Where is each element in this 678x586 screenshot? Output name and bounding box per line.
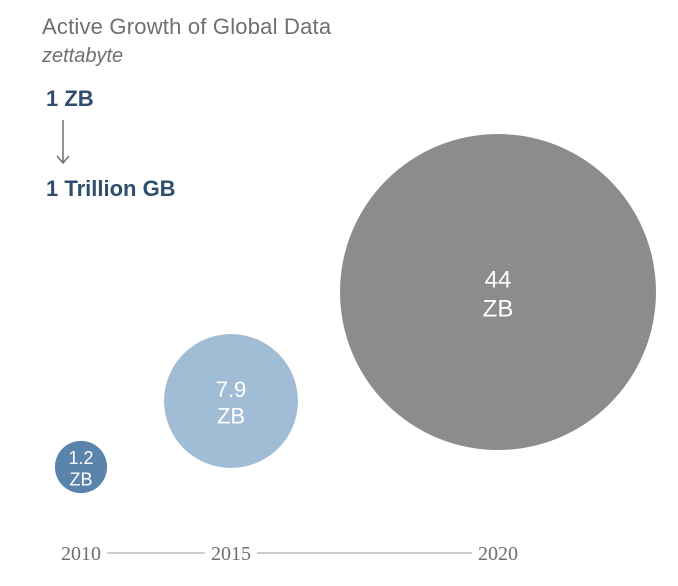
x-tick-label-2020: 2020	[478, 543, 518, 565]
x-tick-label-2010: 2010	[61, 543, 101, 565]
chart-title: Active Growth of Global Data	[42, 14, 332, 39]
x-tick-label-2015: 2015	[211, 543, 251, 565]
unit-conversion-from: 1 ZB	[46, 86, 94, 111]
x-axis: 2010 2015 2020	[61, 543, 518, 565]
bubble-2015	[164, 334, 298, 468]
bubble-value-label-2015: 7.9	[216, 377, 247, 402]
chart-subtitle: zettabyte	[42, 45, 124, 67]
unit-conversion-to: 1 Trillion GB	[46, 176, 176, 201]
bubble-unit-label-2020: ZB	[483, 295, 514, 322]
bubble-value-label-2010: 1.2	[68, 448, 93, 468]
bubble-2020	[340, 134, 656, 450]
bubble-unit-label-2015: ZB	[217, 403, 245, 428]
bubble-2010	[54, 440, 108, 494]
down-arrow-icon	[56, 120, 70, 165]
bubble-value-label-2020: 44	[485, 267, 512, 294]
bubble-unit-label-2010: ZB	[69, 469, 92, 489]
